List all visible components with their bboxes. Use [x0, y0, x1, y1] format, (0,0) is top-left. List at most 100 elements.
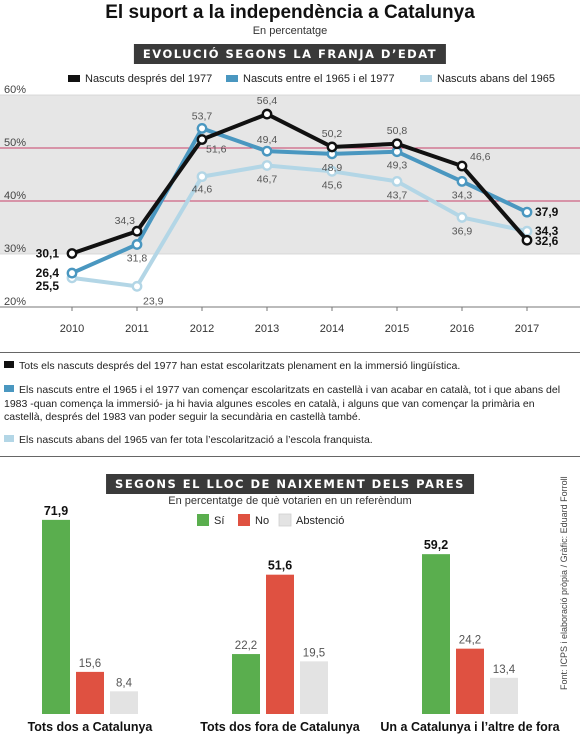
data-label-nascuts-entre-el-1965-i-el-1977: 26,4 — [36, 266, 60, 280]
x-tick-label: 2013 — [255, 323, 279, 335]
bar-label-abstencio: 8,4 — [116, 677, 133, 689]
bar-label-no: 24,2 — [459, 635, 481, 647]
y-tick-label: 60% — [4, 84, 26, 96]
data-label-nascuts-abans-del-1965: 34,3 — [535, 224, 559, 238]
page-subtitle: En percentatge — [252, 25, 328, 37]
data-point-nascuts-abans-del-1965 — [391, 175, 403, 187]
data-label-nascuts-entre-el-1965-i-el-1977: 31,8 — [127, 252, 148, 264]
data-label-nascuts-abans-del-1965: 44,6 — [192, 184, 213, 196]
category-label: Un a Catalunya i l’altre de fora — [380, 720, 560, 734]
data-label-nascuts-abans-del-1965: 43,7 — [387, 189, 408, 201]
bar-chart: En percentatge de què votarien en un ref… — [28, 495, 561, 734]
x-tick-label: 2015 — [385, 323, 409, 335]
data-point-nascuts-despres-del-1977 — [391, 138, 403, 150]
data-point-nascuts-abans-del-1965 — [326, 165, 338, 177]
page-title: El suport a la independència a Catalunya — [105, 2, 475, 23]
bar-label-abstencio: 13,4 — [493, 664, 516, 676]
blue-swatch — [4, 385, 14, 392]
legend-label-nascuts-despres-del-1977: Nascuts després del 1977 — [85, 73, 212, 85]
data-point-nascuts-entre-el-1965-i-el-1977 — [456, 175, 468, 187]
legend-label-nascuts-entre-el-1965-i-el-1977: Nascuts entre el 1965 i el 1977 — [243, 73, 395, 85]
x-tick-label: 2017 — [515, 323, 539, 335]
data-point-nascuts-entre-el-1965-i-el-1977 — [66, 267, 78, 279]
bar-no — [76, 671, 104, 714]
bar-label-no: 51,6 — [268, 559, 292, 573]
bar-si — [422, 554, 450, 714]
data-point-nascuts-abans-del-1965 — [196, 171, 208, 183]
bar-label-abstencio: 19,5 — [303, 647, 325, 659]
legend-label-nascuts-abans-del-1965: Nascuts abans del 1965 — [437, 73, 555, 85]
data-point-nascuts-entre-el-1965-i-el-1977 — [261, 145, 273, 157]
line-chart: 20% 30% 40% 50% 60% 2010 2011 2012 2013 2014 2015 2… — [0, 73, 580, 335]
bar-no — [266, 574, 294, 714]
x-tick-label: 2012 — [190, 323, 214, 335]
bar-label-no: 15,6 — [79, 658, 101, 670]
legend-swatch-abstencio — [278, 513, 292, 527]
legend-label-no: No — [255, 515, 269, 527]
data-point-nascuts-abans-del-1965 — [131, 280, 143, 292]
legend-swatch-nascuts-despres-del-1977 — [68, 75, 80, 82]
bar-abstencio — [300, 661, 328, 714]
category-label: Tots dos fora de Catalunya — [200, 720, 361, 734]
data-point-nascuts-despres-del-1977 — [456, 160, 468, 172]
y-tick-label: 40% — [4, 190, 26, 202]
black-swatch — [4, 361, 14, 368]
bar-label-si: 22,2 — [235, 640, 257, 652]
data-label-nascuts-abans-del-1965: 36,9 — [452, 225, 473, 237]
note-nascuts-abans-1965: Els nascuts abans del 1965 van fer tota … — [4, 434, 572, 448]
data-label-nascuts-abans-del-1965: 25,5 — [36, 279, 60, 293]
series-line-nascuts-abans-del-1965 — [71, 163, 528, 289]
divider — [0, 352, 580, 353]
data-label-nascuts-despres-del-1977: 34,3 — [115, 215, 136, 227]
data-point-nascuts-despres-del-1977 — [196, 134, 208, 145]
data-label-nascuts-entre-el-1965-i-el-1977: 34,3 — [452, 189, 473, 201]
data-label-nascuts-despres-del-1977: 30,1 — [36, 246, 60, 260]
category-label: Tots dos a Catalunya — [28, 720, 154, 734]
bar-abstencio — [490, 677, 518, 714]
section-naixement-title: SEGONS EL LLOC DE NAIXEMENT DELS PARES — [106, 474, 474, 494]
note-text: Els nascuts entre el 1965 i el 1977 van … — [4, 384, 561, 423]
bar-si — [42, 519, 70, 714]
y-tick-label: 50% — [4, 137, 26, 149]
data-label-nascuts-abans-del-1965: 23,9 — [143, 295, 164, 307]
data-label-nascuts-abans-del-1965: 46,7 — [257, 173, 278, 185]
bar-label-si: 59,2 — [424, 538, 448, 552]
data-point-nascuts-entre-el-1965-i-el-1977 — [131, 239, 143, 250]
light-blue-swatch — [4, 435, 14, 442]
note-text: Els nascuts abans del 1965 van fer tota … — [19, 434, 373, 446]
y-tick-label: 20% — [4, 296, 26, 308]
data-label-nascuts-despres-del-1977: 56,4 — [257, 95, 278, 107]
note-nascuts-1965-1977: Els nascuts entre el 1965 i el 1977 van … — [4, 384, 572, 425]
data-point-nascuts-despres-del-1977 — [326, 141, 338, 153]
legend-swatch-no — [238, 514, 250, 526]
series-line-nascuts-despres-del-1977 — [71, 112, 529, 256]
section-evolucio-title: EVOLUCIÓ SEGONS LA FRANJA D’EDAT — [133, 44, 447, 64]
bar-label-si: 71,9 — [44, 504, 68, 518]
data-label-nascuts-entre-el-1965-i-el-1977: 49,4 — [257, 134, 278, 146]
data-label-nascuts-despres-del-1977: 46,6 — [470, 151, 491, 163]
x-tick-label: 2016 — [450, 323, 474, 335]
bar-si — [232, 654, 260, 714]
bar-abstencio — [110, 691, 138, 714]
data-label-nascuts-despres-del-1977: 32,6 — [535, 234, 559, 248]
shaded-band — [0, 95, 580, 254]
data-point-nascuts-abans-del-1965 — [261, 160, 273, 171]
source-credit: Font: ICPS i elaboració pròpia / Gràfic:… — [559, 476, 569, 690]
data-point-nascuts-abans-del-1965 — [456, 212, 468, 223]
data-point-nascuts-despres-del-1977 — [521, 234, 533, 246]
series-line-nascuts-entre-el-1965-i-el-1977 — [71, 126, 528, 275]
data-point-nascuts-entre-el-1965-i-el-1977 — [521, 206, 533, 218]
data-label-nascuts-despres-del-1977: 51,6 — [206, 144, 227, 156]
data-label-nascuts-entre-el-1965-i-el-1977: 37,9 — [535, 205, 559, 219]
bar-chart-subtitle: En percentatge de què votarien en un ref… — [168, 495, 411, 507]
legend-swatch-si — [197, 514, 209, 526]
data-point-nascuts-despres-del-1977 — [131, 225, 143, 237]
data-label-nascuts-entre-el-1965-i-el-1977: 49,3 — [387, 160, 408, 172]
data-label-nascuts-entre-el-1965-i-el-1977: 48,9 — [322, 162, 343, 174]
y-tick-label: 30% — [4, 243, 26, 255]
bar-no — [456, 648, 484, 714]
x-tick-label: 2011 — [125, 323, 149, 335]
data-label-nascuts-entre-el-1965-i-el-1977: 53,7 — [192, 110, 213, 122]
x-tick-label: 2010 — [60, 323, 84, 335]
legend-swatch-nascuts-abans-del-1965 — [420, 75, 432, 82]
